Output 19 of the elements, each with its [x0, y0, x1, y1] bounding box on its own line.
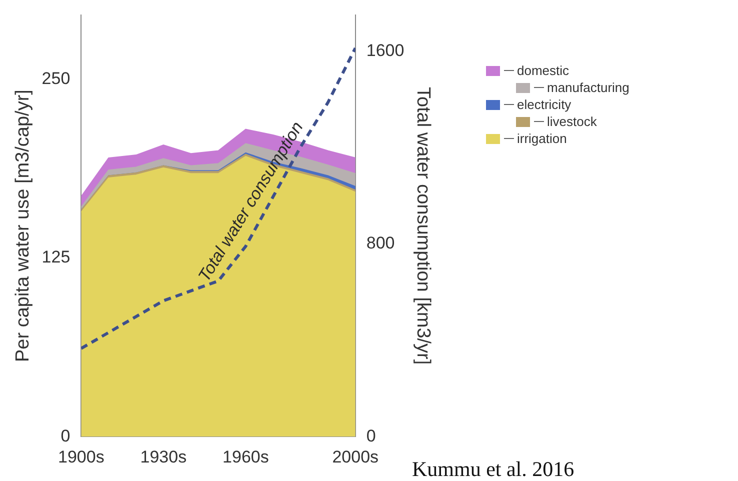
text: electricity: [517, 97, 572, 112]
text: Kummu et al. 2016: [412, 457, 574, 481]
x-tick-label: 1960s: [222, 447, 269, 466]
y-axis-title: Per capita water use [m3/cap/yr]: [12, 90, 34, 362]
y2-tick-label: 800: [366, 234, 395, 253]
y2-tick-label: 0: [366, 426, 376, 446]
text: irrigation: [517, 131, 567, 146]
y-tick-label: 125: [42, 248, 70, 267]
y-tick-label: 250: [42, 69, 70, 88]
x-tick-label: 1900s: [58, 447, 104, 466]
y2-tick-label: 1600: [366, 40, 404, 60]
text: livestock: [547, 114, 597, 129]
x-tick-label: 1930s: [140, 447, 187, 466]
text: domestic: [517, 63, 570, 78]
y-tick-label: 0: [60, 426, 70, 446]
text: manufacturing: [547, 80, 630, 95]
y2-axis-title: Total water consumption [km3/yr]: [412, 86, 434, 365]
x-tick-label: 2000s: [332, 447, 379, 466]
line-series: [81, 46, 356, 350]
